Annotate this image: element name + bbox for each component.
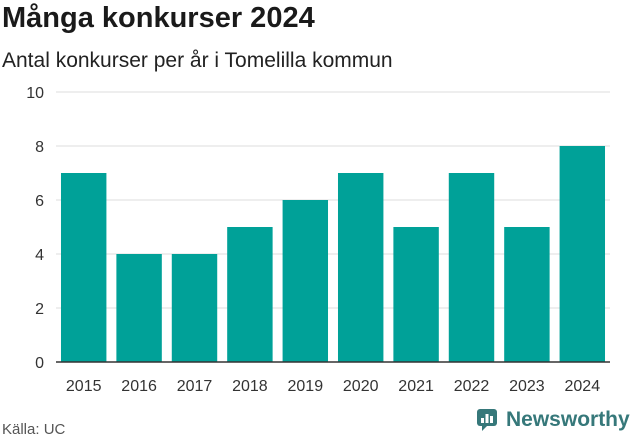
bar	[448, 173, 495, 362]
bar	[171, 254, 218, 362]
bar	[282, 200, 329, 362]
x-tick-label: 2016	[121, 378, 157, 395]
x-tick-label: 2015	[66, 378, 102, 395]
x-tick-label: 2023	[509, 378, 545, 395]
chart-subtitle: Antal konkurser per år i Tomelilla kommu…	[2, 49, 393, 72]
newsworthy-logo-icon	[477, 409, 497, 431]
x-tick-label: 2018	[232, 378, 268, 395]
x-tick-label: 2017	[177, 378, 213, 395]
brand-name: Newsworthy	[506, 408, 630, 431]
bar	[337, 173, 384, 362]
y-tick-label: 0	[35, 355, 44, 372]
y-tick-label: 4	[35, 247, 44, 264]
x-tick-label: 2022	[454, 378, 490, 395]
chart-title: Många konkurser 2024	[2, 2, 315, 34]
bar-chart: 0 2 4 6 8 10 2015 2016 2017 2018 2019 2020 2021 2022 2…	[26, 85, 610, 395]
bar	[393, 227, 439, 362]
y-tick-label: 10	[26, 85, 44, 102]
bar	[116, 254, 162, 362]
y-tick-label: 2	[35, 301, 44, 318]
brand-logo[interactable]: Newsworthy	[476, 408, 630, 432]
bar	[504, 227, 550, 362]
source-note: Källa: UC	[2, 421, 66, 438]
bar	[60, 173, 107, 362]
x-tick-label: 2024	[565, 378, 601, 395]
x-tick-label: 2020	[343, 378, 379, 395]
x-tick-label: 2019	[288, 378, 324, 395]
y-tick-label: 6	[35, 193, 44, 210]
x-tick-label: 2021	[398, 378, 434, 395]
bar	[559, 146, 606, 362]
y-tick-label: 8	[35, 139, 44, 156]
bar	[227, 227, 273, 362]
